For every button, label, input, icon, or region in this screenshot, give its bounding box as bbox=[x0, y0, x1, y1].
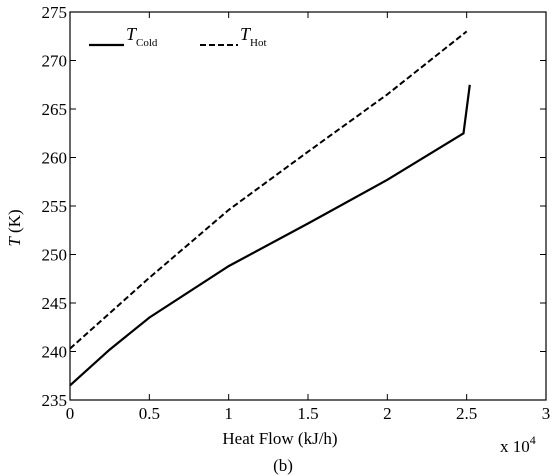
series-line-cold bbox=[69, 84, 471, 387]
x-tick-label: 1 bbox=[224, 404, 233, 423]
y-tick-label: 260 bbox=[42, 149, 68, 168]
y-tick-label: 255 bbox=[42, 197, 68, 216]
x-axis-ticks: 0 0.5 1 1.5 2 2.5 3 bbox=[66, 12, 551, 423]
x-tick-label: 0.5 bbox=[139, 404, 160, 423]
x-tick-label: 2 bbox=[383, 404, 392, 423]
series-line-hot bbox=[69, 30, 468, 350]
y-tick-label: 235 bbox=[42, 391, 68, 410]
x-tick-label: 3 bbox=[542, 404, 551, 423]
y-tick-label: 250 bbox=[42, 246, 68, 265]
y-axis-label: T (K) bbox=[5, 209, 24, 246]
x-tick-label: 0 bbox=[66, 404, 75, 423]
y-axis-ticks: 235 240 245 250 255 260 265 270 275 bbox=[42, 3, 546, 410]
x-axis-multiplier: x 104 bbox=[500, 433, 536, 456]
y-tick-label: 275 bbox=[42, 3, 68, 22]
x-tick-label: 1.5 bbox=[297, 404, 318, 423]
series-layer bbox=[69, 30, 471, 387]
y-tick-label: 270 bbox=[42, 52, 68, 71]
y-tick-label: 240 bbox=[42, 343, 68, 362]
legend-label-cold: TCold bbox=[126, 24, 158, 49]
legend: TCold THot bbox=[89, 24, 267, 49]
x-axis-label: Heat Flow (kJ/h) bbox=[222, 429, 337, 448]
y-tick-label: 265 bbox=[42, 100, 68, 119]
plot-frame bbox=[69, 11, 547, 401]
x-tick-label: 2.5 bbox=[456, 404, 477, 423]
y-tick-label: 245 bbox=[42, 294, 68, 313]
legend-label-hot: THot bbox=[240, 24, 267, 49]
plot-area bbox=[69, 11, 547, 401]
chart-caption: (b) bbox=[273, 456, 293, 475]
